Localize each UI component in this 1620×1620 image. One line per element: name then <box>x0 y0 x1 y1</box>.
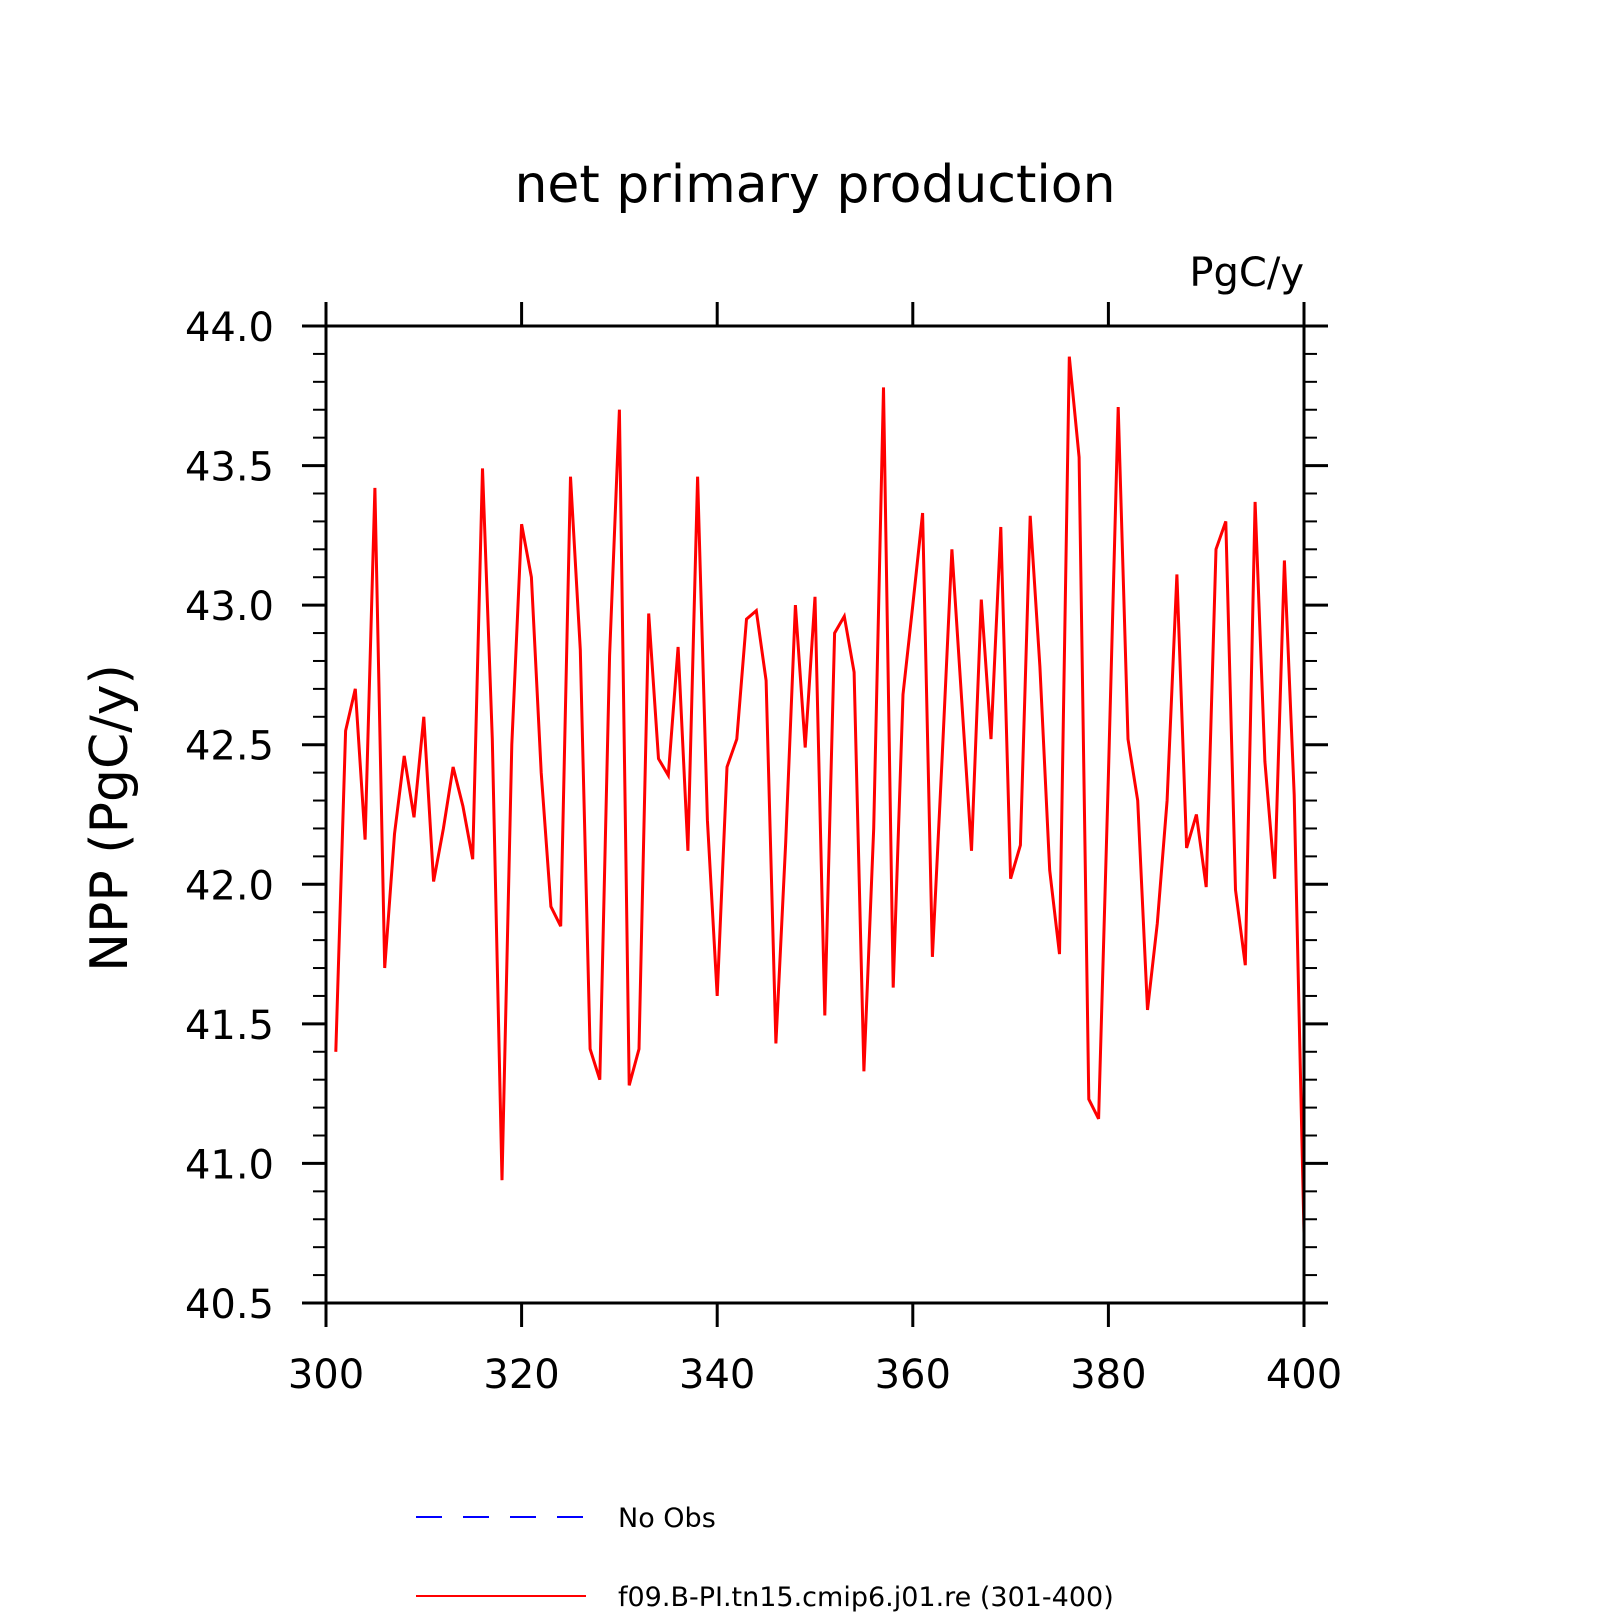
x-tick-label: 380 <box>1070 1352 1146 1398</box>
x-tick-label: 340 <box>679 1352 755 1398</box>
plot-frame <box>324 324 1306 1305</box>
x-tick-label: 400 <box>1266 1352 1342 1398</box>
axis-ticks: 300 320 340 360 380 400 40.5 41.0 41.5 42.0 42.5 43… <box>185 302 1342 1398</box>
y-tick-label: 44.0 <box>185 305 274 351</box>
y-tick-label: 43.5 <box>185 445 274 491</box>
data-series <box>334 356 1306 1234</box>
legend: No Obs f09.B-PI.tn15.cmip6.j01.re (301-4… <box>416 1503 1114 1613</box>
y-tick-label: 42.0 <box>185 863 274 909</box>
legend-label-no-obs: No Obs <box>618 1503 716 1534</box>
y-tick-label: 41.0 <box>185 1142 274 1188</box>
y-tick-label: 40.5 <box>185 1282 274 1328</box>
y-tick-label: 43.0 <box>185 584 274 630</box>
series-line-1 <box>334 356 1306 1234</box>
y-tick-label: 41.5 <box>185 1003 274 1049</box>
legend-label-model: f09.B-PI.tn15.cmip6.j01.re (301-400) <box>618 1582 1114 1613</box>
x-tick-label: 300 <box>288 1352 364 1398</box>
x-tick-label: 320 <box>483 1352 559 1398</box>
chart-title: net primary production <box>514 155 1115 215</box>
x-tick-label: 360 <box>875 1352 951 1398</box>
units-label: PgC/y <box>1189 250 1304 296</box>
y-tick-label: 42.5 <box>185 724 274 770</box>
y-axis-label: NPP (PgC/y) <box>80 664 140 972</box>
